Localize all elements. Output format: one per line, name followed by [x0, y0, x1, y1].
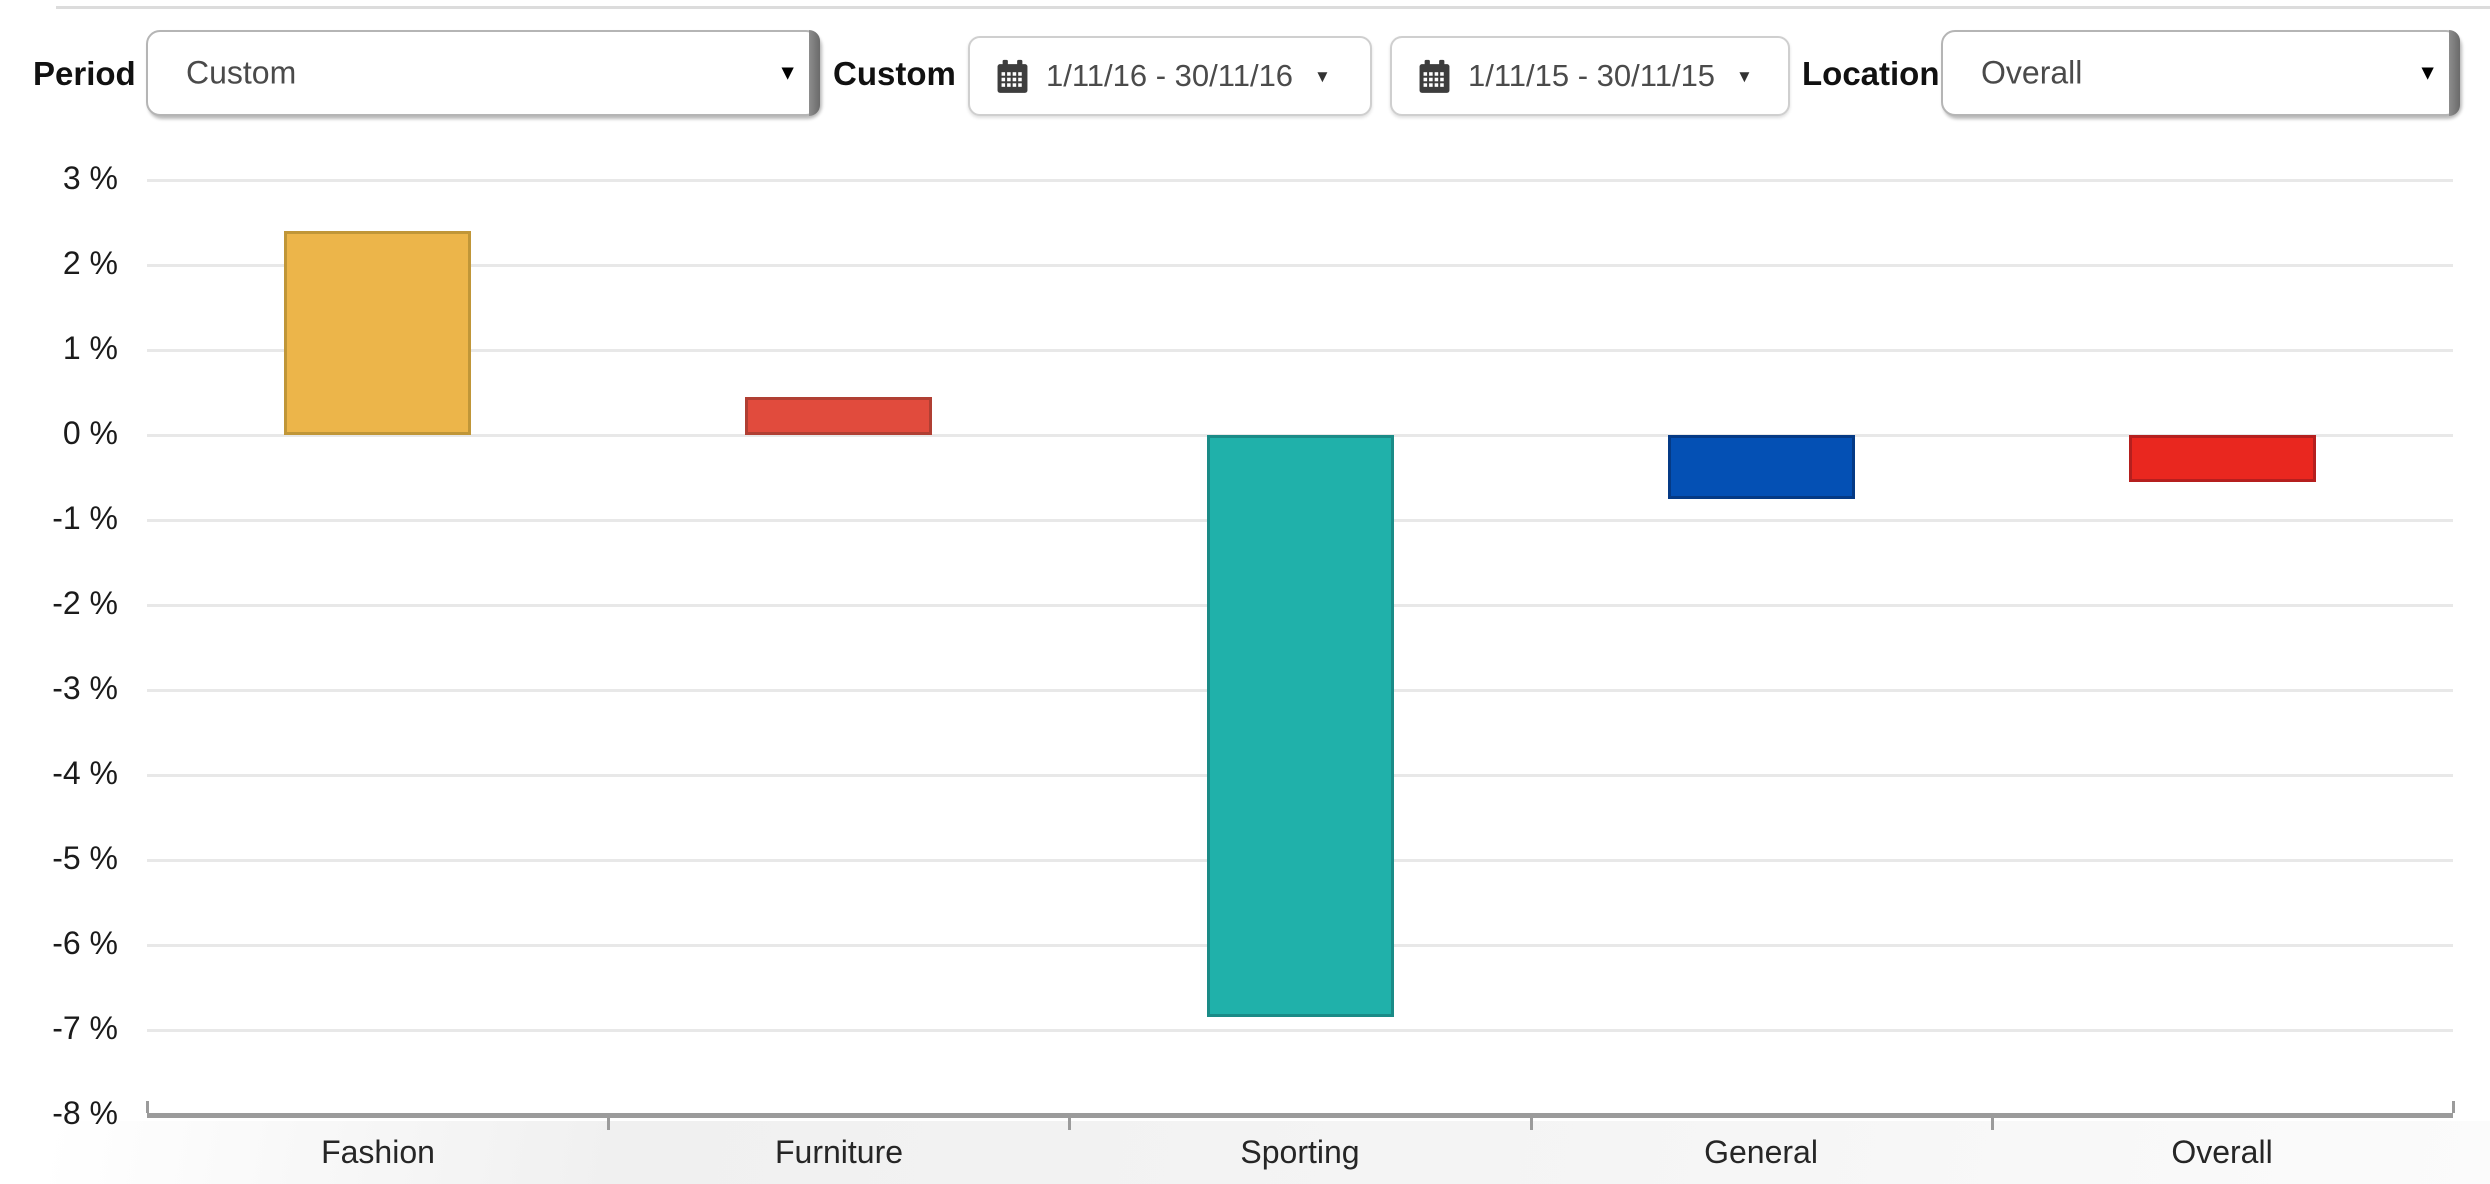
date-range-current-value: 1/11/16 - 30/11/16 [1046, 58, 1294, 93]
y-tick-label: -1 % [52, 500, 118, 536]
y-tick-label: 3 % [62, 160, 118, 196]
x-axis-line [147, 1113, 2453, 1118]
date-range-compare-button[interactable]: 1/11/15 - 30/11/15 ▼ [1390, 36, 1790, 116]
y-tick-label: 1 % [62, 330, 118, 366]
y-tick-label: -5 % [52, 840, 118, 876]
category-label-overall: Overall [2171, 1134, 2273, 1170]
category-label-furniture: Furniture [774, 1134, 904, 1170]
x-axis-tick [1991, 1118, 1994, 1130]
grid-line [147, 349, 2453, 352]
chevron-down-icon: ▼ [1314, 66, 1331, 86]
location-select[interactable]: Overall ▼ [1941, 30, 2460, 116]
bar-fashion [284, 231, 471, 435]
bar-sporting [1207, 435, 1394, 1017]
bar-general [1668, 435, 1855, 499]
grid-line [147, 264, 2453, 267]
x-axis-tick [1068, 1118, 1071, 1130]
category-label-general: General [1704, 1134, 1818, 1170]
period-label: Period [33, 55, 136, 92]
calendar-icon [1419, 59, 1450, 93]
bar-overall [2129, 435, 2316, 482]
y-tick-label: -4 % [52, 755, 118, 791]
location-select-value: Overall [1981, 54, 2083, 91]
y-tick-label: -6 % [52, 925, 118, 961]
y-tick-label: -8 % [52, 1095, 118, 1131]
grid-line [147, 179, 2453, 182]
y-tick-label: -7 % [52, 1010, 118, 1046]
calendar-icon [997, 59, 1028, 93]
category-label-sporting: Sporting [1240, 1134, 1360, 1170]
select-scroll-strip [2449, 30, 2460, 116]
top-divider [56, 6, 2490, 9]
y-tick-label: 2 % [62, 245, 118, 281]
y-tick-label: -2 % [52, 585, 118, 621]
x-axis-tick [146, 1101, 149, 1113]
select-scroll-strip [809, 30, 820, 116]
period-select[interactable]: Custom ▼ [146, 30, 820, 116]
x-axis-label-strip [0, 1121, 2490, 1184]
bar-furniture [745, 397, 932, 435]
x-axis-tick [607, 1118, 610, 1130]
y-tick-label: -3 % [52, 670, 118, 706]
chevron-down-icon: ▼ [1736, 66, 1753, 86]
grid-line [147, 1029, 2453, 1032]
chevron-down-icon: ▼ [2417, 61, 2438, 85]
location-label: Location [1802, 55, 1940, 92]
x-axis-tick [1530, 1118, 1533, 1130]
y-tick-label: 0 % [62, 415, 118, 451]
category-label-fashion: Fashion [321, 1134, 435, 1170]
period-select-value: Custom [186, 54, 297, 91]
x-axis-tick [2452, 1101, 2455, 1113]
date-range-current-button[interactable]: 1/11/16 - 30/11/16 ▼ [968, 36, 1372, 116]
chevron-down-icon: ▼ [777, 61, 798, 85]
custom-label: Custom [833, 55, 956, 92]
date-range-compare-value: 1/11/15 - 30/11/15 [1468, 58, 1716, 93]
